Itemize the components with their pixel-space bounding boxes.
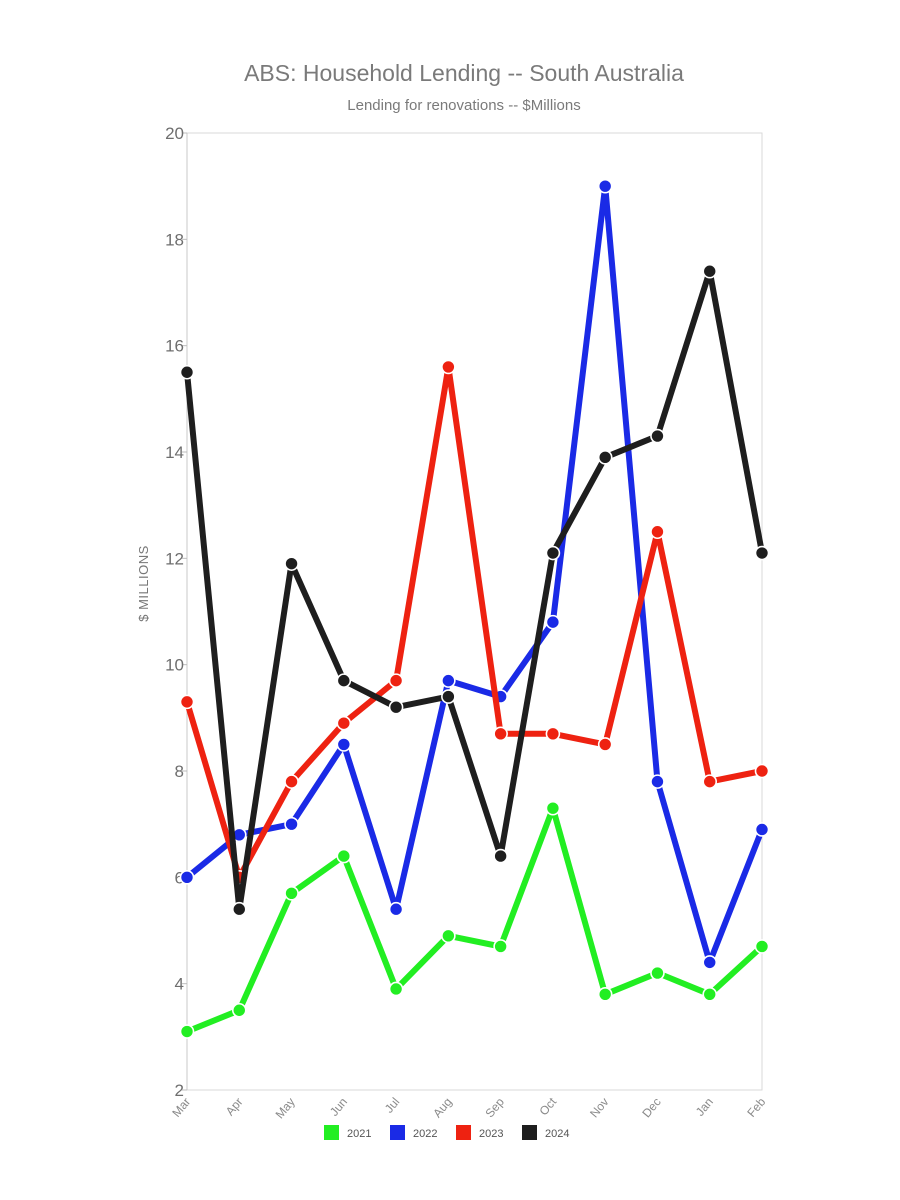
data-point[interactable] xyxy=(284,885,299,901)
data-point[interactable] xyxy=(597,737,613,752)
data-point[interactable] xyxy=(702,774,718,789)
y-tick-label: 20 xyxy=(165,124,184,143)
x-tick-label: Feb xyxy=(744,1095,768,1120)
data-point[interactable] xyxy=(336,737,352,752)
data-point[interactable] xyxy=(388,981,404,997)
data-point[interactable] xyxy=(388,673,404,688)
legend-label: 2021 xyxy=(347,1128,371,1140)
data-point[interactable] xyxy=(702,955,718,970)
data-point[interactable] xyxy=(545,614,561,630)
legend-item-2024[interactable]: 2024 xyxy=(522,1125,569,1140)
y-tick-label: 2 xyxy=(175,1081,184,1100)
data-point[interactable] xyxy=(441,928,456,944)
data-point[interactable] xyxy=(702,263,718,279)
data-point[interactable] xyxy=(441,359,456,375)
series-2023 xyxy=(179,359,770,885)
series-2021 xyxy=(179,800,770,1039)
x-tick-label: Apr xyxy=(223,1095,246,1118)
data-point[interactable] xyxy=(545,726,561,742)
legend-label: 2024 xyxy=(545,1128,569,1140)
series-2022 xyxy=(179,178,770,970)
legend-swatch xyxy=(456,1125,471,1140)
series-layer xyxy=(179,178,770,1039)
data-point[interactable] xyxy=(179,694,195,710)
data-point[interactable] xyxy=(388,699,404,715)
x-tick-label: Jan xyxy=(693,1095,716,1119)
x-tick-label: May xyxy=(273,1095,298,1121)
y-axis-label: $ MILLIONS xyxy=(136,545,151,622)
x-tick-label: Jun xyxy=(327,1095,350,1119)
data-point[interactable] xyxy=(754,822,770,837)
data-point[interactable] xyxy=(441,673,456,688)
data-point[interactable] xyxy=(231,901,247,917)
y-tick-label: 4 xyxy=(175,975,184,994)
data-point[interactable] xyxy=(336,848,352,864)
y-tick-label: 14 xyxy=(165,443,184,462)
chart-subtitle: Lending for renovations -- $Millions xyxy=(347,97,581,114)
y-tick-label: 16 xyxy=(165,337,184,356)
series-2024 xyxy=(179,263,770,917)
data-point[interactable] xyxy=(597,450,613,465)
data-point[interactable] xyxy=(650,428,665,444)
y-tick-label: 8 xyxy=(175,762,184,781)
data-point[interactable] xyxy=(650,965,665,981)
data-point[interactable] xyxy=(545,545,561,561)
data-point[interactable] xyxy=(754,939,770,954)
x-tick-label: Jul xyxy=(382,1095,403,1116)
data-point[interactable] xyxy=(545,800,561,816)
x-tick-label: Sep xyxy=(482,1095,507,1121)
y-tick-label: 6 xyxy=(175,868,184,887)
data-point[interactable] xyxy=(650,774,665,789)
data-point[interactable] xyxy=(284,556,299,571)
y-tick-label: 18 xyxy=(165,230,184,249)
data-point[interactable] xyxy=(284,774,299,789)
x-tick-label: Nov xyxy=(587,1095,611,1120)
series-line-2023 xyxy=(184,363,765,881)
data-point[interactable] xyxy=(284,816,299,832)
data-point[interactable] xyxy=(650,524,665,540)
data-point[interactable] xyxy=(179,364,195,380)
data-point[interactable] xyxy=(336,673,352,688)
x-tick-label: Aug xyxy=(430,1095,454,1120)
data-point[interactable] xyxy=(597,986,613,1002)
x-tick-label: Oct xyxy=(536,1094,559,1118)
y-tick-label: 10 xyxy=(165,656,184,675)
data-point[interactable] xyxy=(388,901,404,917)
legend-label: 2022 xyxy=(413,1128,437,1140)
legend-item-2022[interactable]: 2022 xyxy=(390,1125,437,1140)
legend-swatch xyxy=(522,1125,537,1140)
data-point[interactable] xyxy=(179,870,195,885)
chart-title: ABS: Household Lending -- South Australi… xyxy=(244,60,684,86)
data-point[interactable] xyxy=(493,939,508,954)
x-tick-label: Dec xyxy=(639,1095,663,1120)
legend-item-2021[interactable]: 2021 xyxy=(324,1125,371,1140)
data-point[interactable] xyxy=(231,1002,247,1018)
series-line-2024 xyxy=(184,268,765,913)
legend-item-2023[interactable]: 2023 xyxy=(456,1125,503,1140)
data-point[interactable] xyxy=(597,178,613,194)
data-point[interactable] xyxy=(754,763,770,779)
x-tick-label: Mar xyxy=(169,1095,193,1120)
data-point[interactable] xyxy=(493,726,508,742)
legend: 2021 2022 2023 2024 xyxy=(324,1125,569,1140)
legend-swatch xyxy=(390,1125,405,1140)
legend-swatch xyxy=(324,1125,339,1140)
data-point[interactable] xyxy=(441,689,456,704)
series-line-2022 xyxy=(184,183,765,966)
data-point[interactable] xyxy=(493,848,508,864)
series-line-2021 xyxy=(184,805,765,1035)
data-point[interactable] xyxy=(179,1024,195,1039)
y-tick-label: 12 xyxy=(165,549,184,568)
data-point[interactable] xyxy=(702,986,718,1002)
data-point[interactable] xyxy=(336,715,352,731)
legend-label: 2023 xyxy=(479,1128,503,1140)
data-point[interactable] xyxy=(754,545,770,561)
